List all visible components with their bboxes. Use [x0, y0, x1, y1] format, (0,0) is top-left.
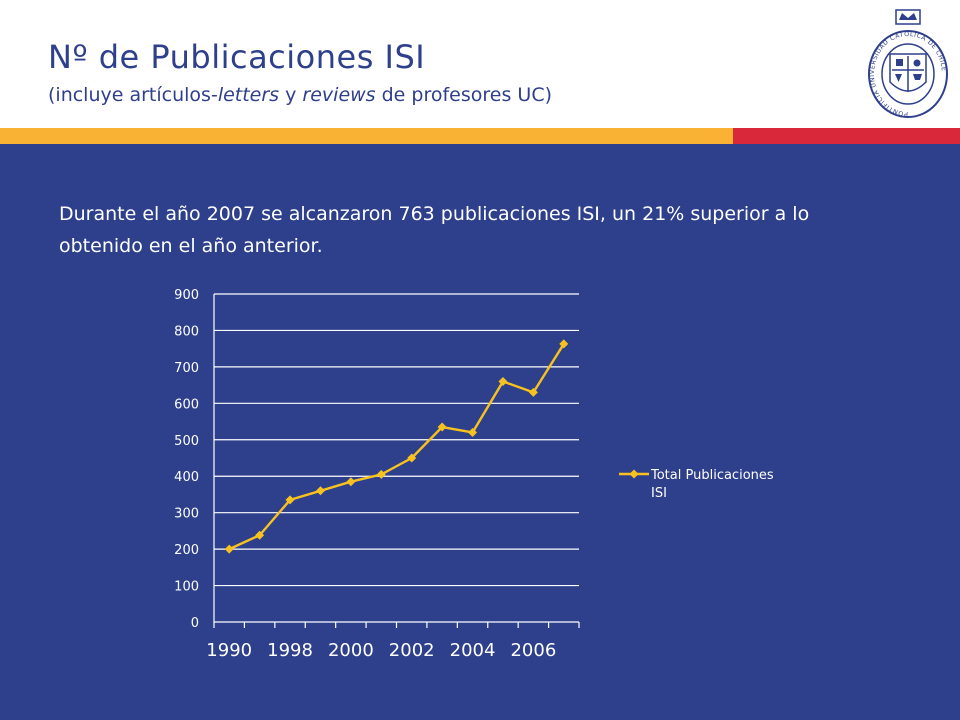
subtitle-part: de profesores UC)	[375, 84, 552, 106]
chart-legend: Total Publicaciones ISI	[619, 468, 774, 501]
y-tick-label: 200	[174, 543, 199, 558]
y-tick-label: 800	[174, 324, 199, 339]
data-point	[224, 544, 234, 554]
band-red-segment	[733, 128, 960, 144]
x-tick-label: 2002	[389, 640, 435, 661]
x-tick-label: 2000	[328, 640, 374, 661]
band-gold-segment	[0, 128, 733, 144]
data-point	[346, 477, 356, 487]
header-color-band	[0, 128, 960, 144]
y-tick-label: 700	[174, 361, 199, 376]
x-tick-label: 2004	[450, 640, 496, 661]
y-tick-label: 0	[191, 616, 199, 631]
header: Nº de Publicaciones ISI (incluye artícul…	[0, 0, 960, 128]
data-point	[376, 469, 386, 479]
university-seal-logo: PONTIFICIA UNIVERSIDAD CATOLICA DE CHILE	[868, 9, 948, 118]
data-point	[498, 376, 508, 386]
content-area	[0, 144, 960, 720]
y-tick-label: 400	[174, 470, 199, 485]
legend-label: Total Publicaciones ISI	[650, 468, 774, 501]
data-point	[437, 422, 447, 432]
data-point	[285, 495, 295, 505]
chart-series	[224, 339, 569, 554]
y-tick-label: 900	[174, 288, 199, 303]
y-tick-label: 500	[174, 434, 199, 449]
subtitle-part-italic: letters	[217, 84, 280, 106]
data-point	[528, 387, 538, 397]
y-tick-label: 600	[174, 397, 199, 412]
legend-label-line: ISI	[651, 486, 667, 501]
x-tick-labels: 1990 1998 2000 2002 2004 2006	[206, 640, 556, 661]
series-line	[228, 343, 565, 551]
y-tick-label: 100	[174, 580, 199, 595]
data-point	[407, 453, 417, 463]
legend-label-line: Total Publicaciones	[650, 468, 774, 483]
page-title: Nº de Publicaciones ISI	[48, 38, 426, 76]
x-tick-label: 2006	[510, 640, 556, 661]
page-subtitle: (incluye artículos-letters y reviews de …	[48, 84, 552, 106]
data-point	[559, 339, 569, 349]
x-tick-label: 1998	[267, 640, 313, 661]
y-tick-labels: 0 100 200 300 400 500 600 700 800 900	[174, 288, 199, 631]
x-tick-label: 1990	[206, 640, 252, 661]
subtitle-part-italic: reviews	[302, 84, 376, 106]
chart-axes	[213, 294, 580, 628]
subtitle-part: y	[279, 84, 303, 106]
data-point	[315, 486, 325, 496]
data-point	[255, 530, 265, 540]
chart-gridlines	[214, 293, 579, 587]
legend-swatch-marker	[629, 469, 639, 479]
data-point	[468, 427, 478, 437]
subtitle-part: (incluye artículos-	[48, 84, 218, 106]
y-tick-label: 300	[174, 507, 199, 522]
summary-text: Durante el año 2007 se alcanzaron 763 pu…	[59, 203, 810, 257]
publications-line-chart: 0 100 200 300 400 500 600 700 800 900 1990 1998 200…	[174, 288, 774, 661]
